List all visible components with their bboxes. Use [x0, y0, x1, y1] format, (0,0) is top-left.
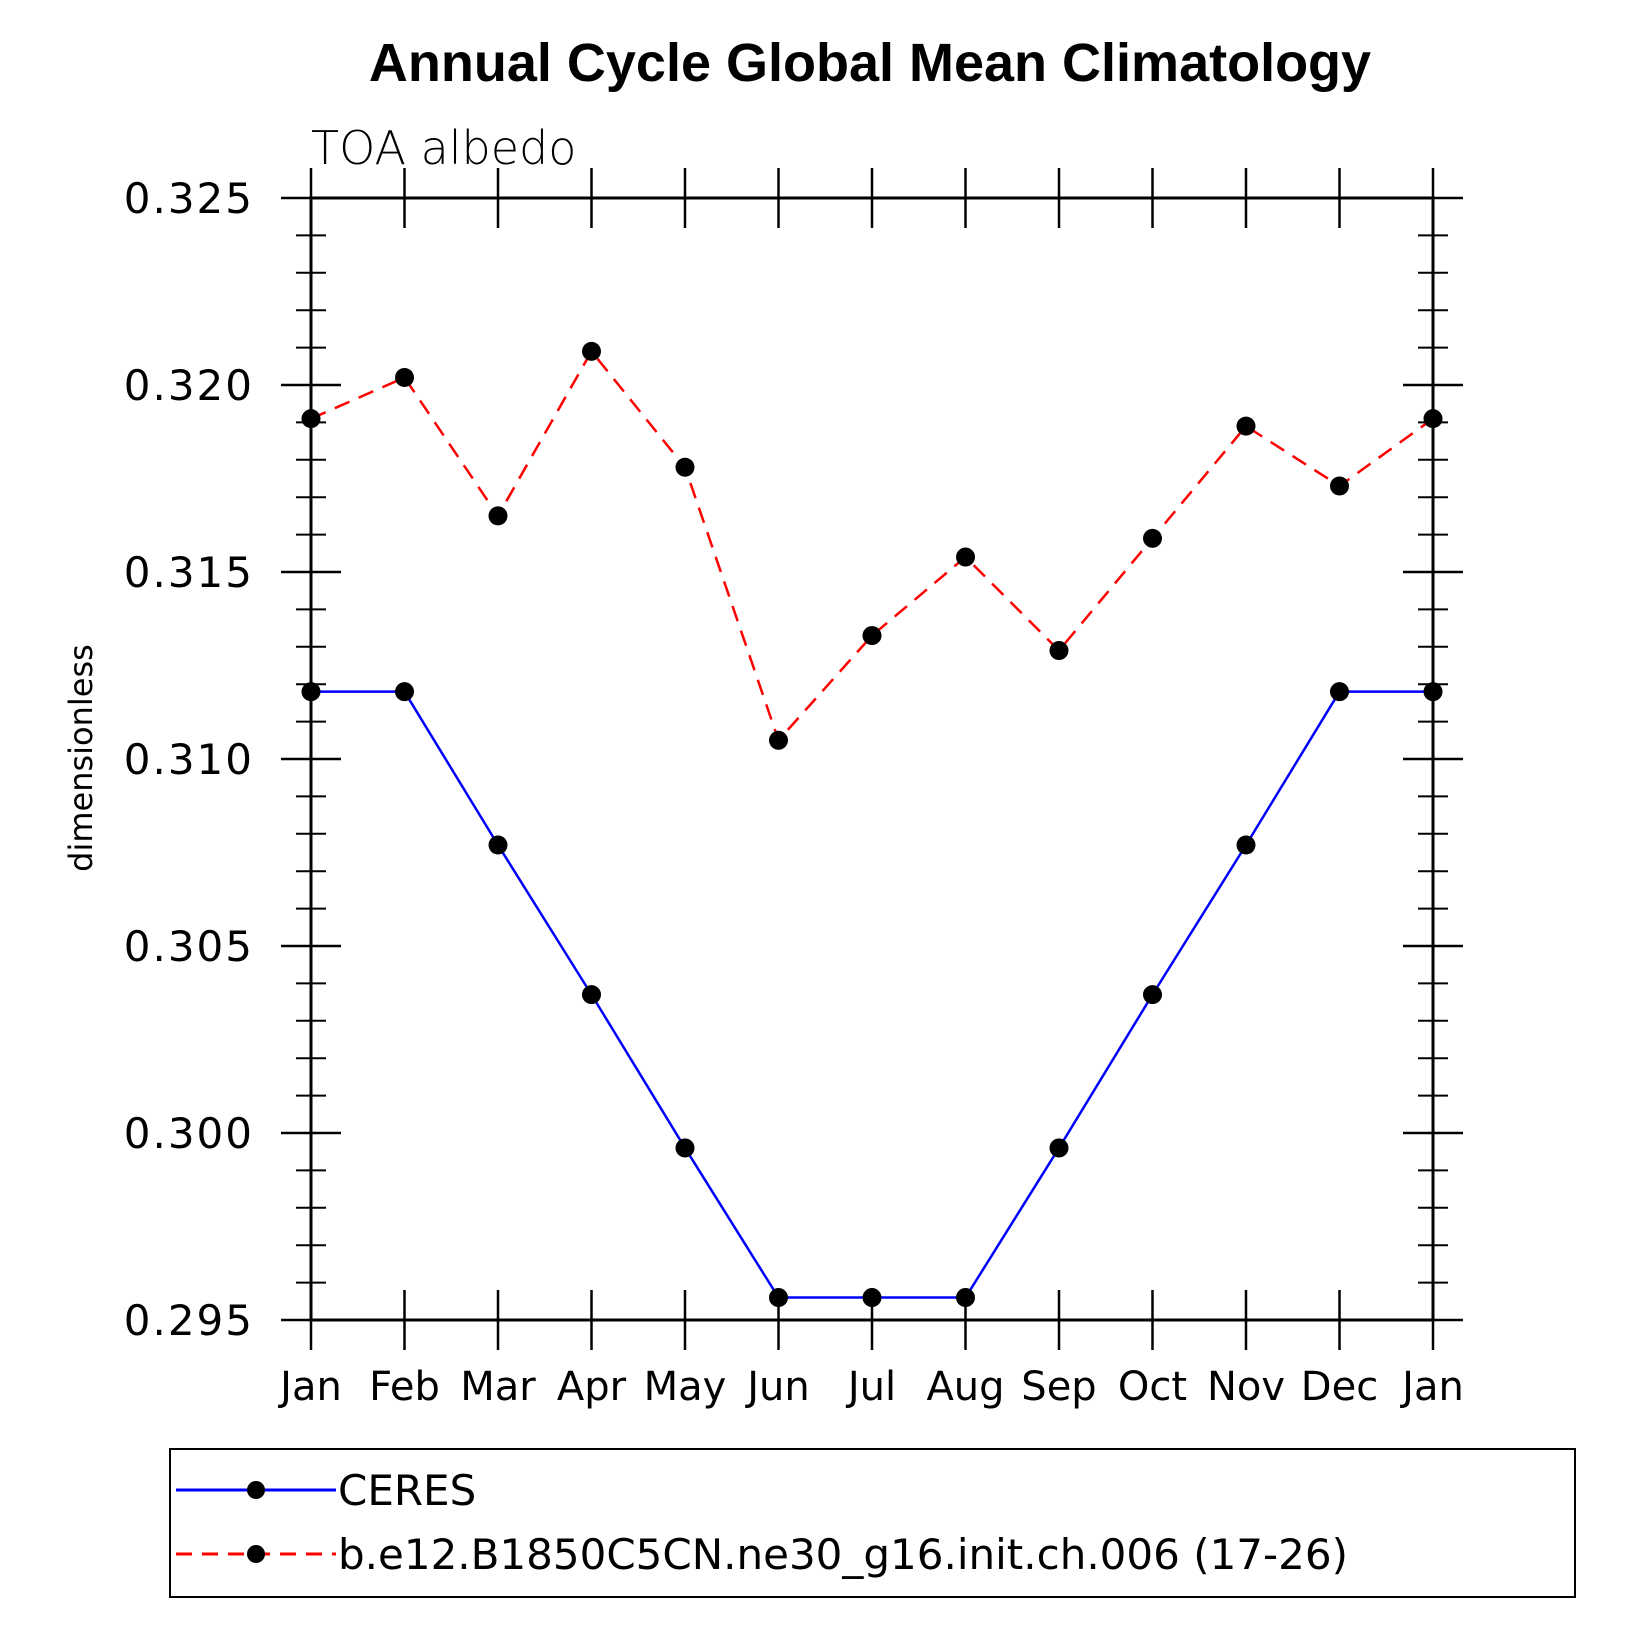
- data-point-model: [1330, 476, 1349, 496]
- data-point-model: [862, 626, 882, 646]
- x-tick-label: Mar: [460, 1364, 536, 1410]
- x-tick-labels: Jan Feb Mar Apr May Jun Jul Aug Sep Oct Nov Dec Jan: [277, 1364, 1464, 1410]
- x-tick-label: Sep: [1021, 1364, 1096, 1410]
- x-tick-label: Oct: [1118, 1364, 1187, 1410]
- chart-subtitle: TOA albedo: [311, 121, 576, 175]
- data-point-model: [769, 730, 788, 750]
- data-point-ceres: [488, 835, 508, 855]
- data-point-model: [1236, 416, 1256, 436]
- data-point-ceres: [395, 682, 414, 702]
- data-point-ceres: [1330, 682, 1349, 702]
- data-point-ceres: [769, 1288, 788, 1308]
- chart-title: Annual Cycle Global Mean Climatology: [369, 33, 1371, 93]
- y-tick-label: 0.320: [124, 361, 254, 410]
- x-tick-label: Dec: [1301, 1364, 1378, 1410]
- data-point-ceres: [862, 1288, 882, 1308]
- legend-label-ceres: CERES: [338, 1466, 476, 1515]
- plot-series: [301, 341, 1443, 1308]
- y-axis-label: dimensionless: [62, 644, 100, 872]
- data-point-ceres: [1143, 985, 1162, 1005]
- plot-frame: [309, 196, 1435, 1322]
- legend-marker-model: [247, 1545, 265, 1563]
- x-tick-label: Aug: [926, 1364, 1004, 1410]
- data-point-model: [582, 341, 601, 361]
- y-tick-label: 0.295: [124, 1296, 254, 1345]
- y-tick-label: 0.325: [124, 174, 254, 223]
- data-point-ceres: [1236, 835, 1256, 855]
- y-tick-label: 0.305: [124, 922, 254, 971]
- y-tick-label: 0.300: [124, 1109, 254, 1158]
- x-tick-label: Apr: [557, 1364, 627, 1410]
- axis-ticks: [281, 168, 1463, 1350]
- y-tick-label: 0.315: [124, 548, 254, 597]
- y-tick-labels: 0.295 0.300 0.305 0.310 0.315 0.320 0.325: [124, 174, 254, 1345]
- data-point-model: [956, 547, 975, 567]
- series-line-model: [310, 349, 1434, 743]
- y-tick-label: 0.310: [124, 735, 254, 784]
- data-point-model: [1049, 641, 1069, 661]
- legend-box: [169, 1448, 1576, 1598]
- x-tick-label: Jan: [1399, 1364, 1464, 1410]
- x-tick-label: May: [644, 1364, 727, 1410]
- data-point-ceres: [675, 1138, 695, 1158]
- legend-marker-ceres: [247, 1481, 265, 1499]
- data-point-model: [395, 368, 414, 388]
- x-tick-label: Nov: [1207, 1364, 1285, 1410]
- data-point-model: [488, 506, 508, 526]
- legend-label-model: b.e12.B1850C5CN.ne30_g16.init.ch.006 (17…: [338, 1530, 1348, 1579]
- x-tick-label: Jan: [277, 1364, 342, 1410]
- data-point-model: [675, 457, 695, 477]
- x-tick-label: Feb: [369, 1364, 440, 1410]
- x-tick-label: Jul: [845, 1364, 896, 1410]
- series-line-ceres: [311, 690, 1433, 1299]
- data-point-ceres: [1049, 1138, 1069, 1158]
- legend-entry-ceres: CERES: [176, 1466, 476, 1515]
- legend-entry-model: b.e12.B1850C5CN.ne30_g16.init.ch.006 (17…: [176, 1530, 1348, 1579]
- legend: CERES b.e12.B1850C5CN.ne30_g16.init.ch.0…: [169, 1448, 1576, 1598]
- data-point-ceres: [582, 985, 601, 1005]
- data-point-model: [1143, 528, 1162, 548]
- x-tick-label: Jun: [744, 1364, 810, 1410]
- data-point-ceres: [956, 1288, 975, 1308]
